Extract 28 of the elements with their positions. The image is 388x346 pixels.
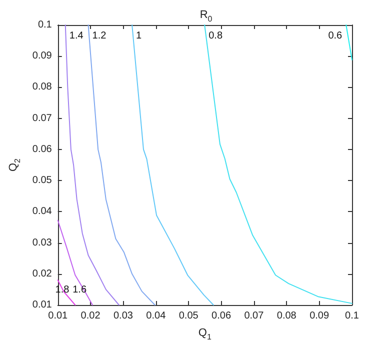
series-label: 1 — [136, 30, 142, 42]
x-tick-label: 0.01 — [48, 310, 68, 322]
y-tick-label: 0.08 — [32, 82, 52, 93]
line-series — [57, 220, 94, 306]
y-axis-title: Q2 — [8, 158, 22, 172]
series-label: 1.4 — [69, 30, 84, 42]
y-tick-label: 0.05 — [32, 175, 52, 186]
x-tick-label: 0.02 — [80, 310, 101, 322]
y-tick-label: 0.09 — [32, 50, 52, 62]
y-tick-label: 0.06 — [32, 144, 52, 155]
series-label: 1.2 — [92, 30, 107, 42]
y-tick-label: 0.01 — [32, 300, 52, 310]
series-label: 0.8 — [208, 30, 223, 42]
x-tick-label: 0.07 — [244, 310, 264, 322]
y-tick-label: 0.04 — [32, 206, 52, 218]
x-tick-label: 0.04 — [146, 310, 166, 322]
x-tick-label: 0.06 — [212, 310, 232, 322]
y-tick-label: 0.07 — [32, 112, 52, 124]
x-tick-label: 0.09 — [310, 310, 330, 322]
y-tick-label: 0.02 — [32, 268, 52, 280]
x-tick-label: 0.03 — [113, 310, 134, 322]
y-tick-label: 0.03 — [32, 237, 52, 248]
x-tick-label: 0.1 — [345, 310, 360, 322]
x-tick-label: 0.05 — [178, 310, 199, 322]
x-tick-label: 0.08 — [276, 310, 297, 322]
y-tick-label: 0.1 — [38, 20, 52, 30]
series-label: 0.6 — [328, 30, 343, 42]
line-series — [88, 24, 156, 306]
